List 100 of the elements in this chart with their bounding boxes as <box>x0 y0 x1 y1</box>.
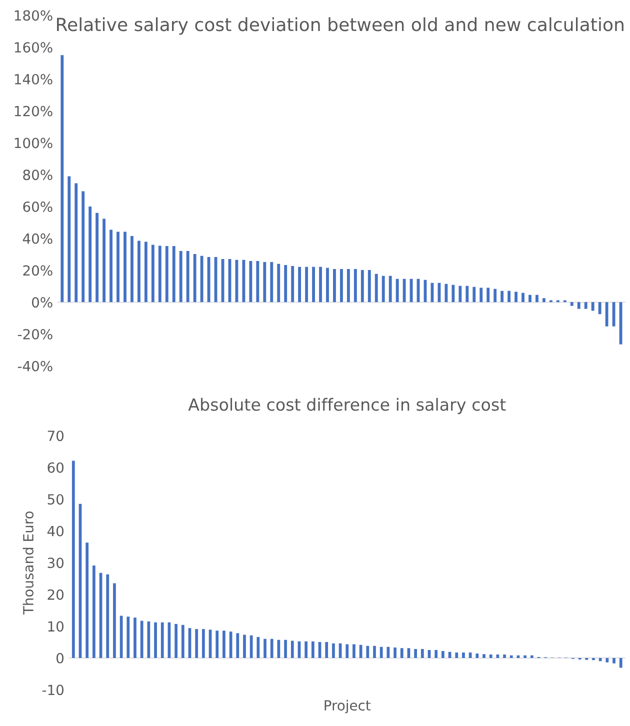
bar <box>319 266 322 302</box>
bar <box>570 302 574 306</box>
bar <box>619 658 622 668</box>
bar <box>304 641 308 658</box>
bar <box>402 278 406 302</box>
bar <box>458 286 462 302</box>
bar <box>514 292 518 302</box>
bar <box>522 292 524 302</box>
y-tick-label: 30 <box>48 558 64 568</box>
bar <box>195 629 198 658</box>
y-tick-label: -20% <box>18 328 52 340</box>
bar <box>154 622 157 658</box>
bar <box>410 278 413 302</box>
bar <box>346 644 349 658</box>
bar <box>160 622 164 658</box>
bar <box>74 183 78 302</box>
bar <box>592 658 595 660</box>
bar <box>216 630 219 658</box>
bar <box>102 218 106 302</box>
bar <box>494 288 497 302</box>
bar <box>249 261 252 302</box>
chart-title: Absolute cost difference in salary cost <box>188 398 506 414</box>
bar <box>354 268 357 302</box>
y-tick-label: -10 <box>42 684 64 696</box>
bar <box>174 624 178 658</box>
bar <box>270 638 274 658</box>
bar <box>462 652 465 658</box>
bar <box>452 284 455 302</box>
bar <box>584 302 588 309</box>
bar <box>290 640 294 658</box>
bar <box>396 278 399 302</box>
bar <box>291 266 294 302</box>
bar <box>110 230 112 302</box>
bar <box>181 624 184 658</box>
bar <box>126 616 130 658</box>
bar <box>510 655 513 658</box>
bar <box>482 654 486 658</box>
bar <box>147 621 150 658</box>
bar <box>542 298 546 302</box>
bar <box>373 646 376 658</box>
bar <box>528 294 532 302</box>
y-tick-label: 0 <box>56 652 64 664</box>
bar <box>305 266 308 302</box>
y-tick-label: 20% <box>23 265 52 276</box>
bar <box>88 206 92 302</box>
bar <box>134 618 136 658</box>
y-tick-label: 120% <box>14 106 52 116</box>
bar <box>256 636 260 658</box>
y-axis-title: Thousand Euro <box>22 511 34 615</box>
y-tick-label: 140% <box>14 74 52 84</box>
y-tick-label: 100% <box>14 138 52 148</box>
bar <box>256 261 260 302</box>
bar <box>472 286 476 302</box>
y-tick-label: 70 <box>48 430 64 442</box>
bar <box>394 647 396 658</box>
y-tick-label: 40 <box>47 526 64 536</box>
bar <box>382 276 385 302</box>
chart-title: Relative salary cost deviation between old and new calculation <box>57 17 624 35</box>
bar <box>222 630 226 658</box>
bar <box>242 260 246 302</box>
bar <box>172 246 176 302</box>
bar <box>577 302 580 309</box>
bar <box>500 290 504 302</box>
bar <box>60 55 64 302</box>
bar <box>466 286 469 302</box>
bar <box>236 633 240 658</box>
bar <box>332 643 335 658</box>
bar <box>106 574 110 658</box>
bar <box>207 257 210 302</box>
bar <box>179 250 182 302</box>
bar <box>612 302 616 326</box>
bar <box>496 654 500 658</box>
bar <box>441 650 444 658</box>
bar <box>312 266 315 302</box>
bar <box>158 246 162 302</box>
bar <box>151 244 154 302</box>
bar <box>455 652 458 658</box>
bar <box>92 566 96 658</box>
bar <box>116 232 120 302</box>
bar <box>368 270 371 302</box>
bar <box>277 264 280 302</box>
bar <box>503 654 506 658</box>
bar <box>352 644 356 658</box>
bar <box>340 268 343 302</box>
y-tick-label: 160% <box>14 42 52 53</box>
bar <box>476 653 479 658</box>
bar <box>96 212 99 302</box>
bar <box>186 250 190 302</box>
bar <box>325 642 328 658</box>
bar <box>193 254 196 302</box>
bar <box>72 460 75 658</box>
bar <box>524 655 526 658</box>
bar <box>489 654 492 658</box>
bar <box>243 634 246 658</box>
bar <box>359 644 362 658</box>
bar <box>420 649 424 658</box>
bar <box>140 620 144 658</box>
bar <box>388 276 392 302</box>
bar <box>202 629 205 658</box>
bar <box>360 270 364 302</box>
